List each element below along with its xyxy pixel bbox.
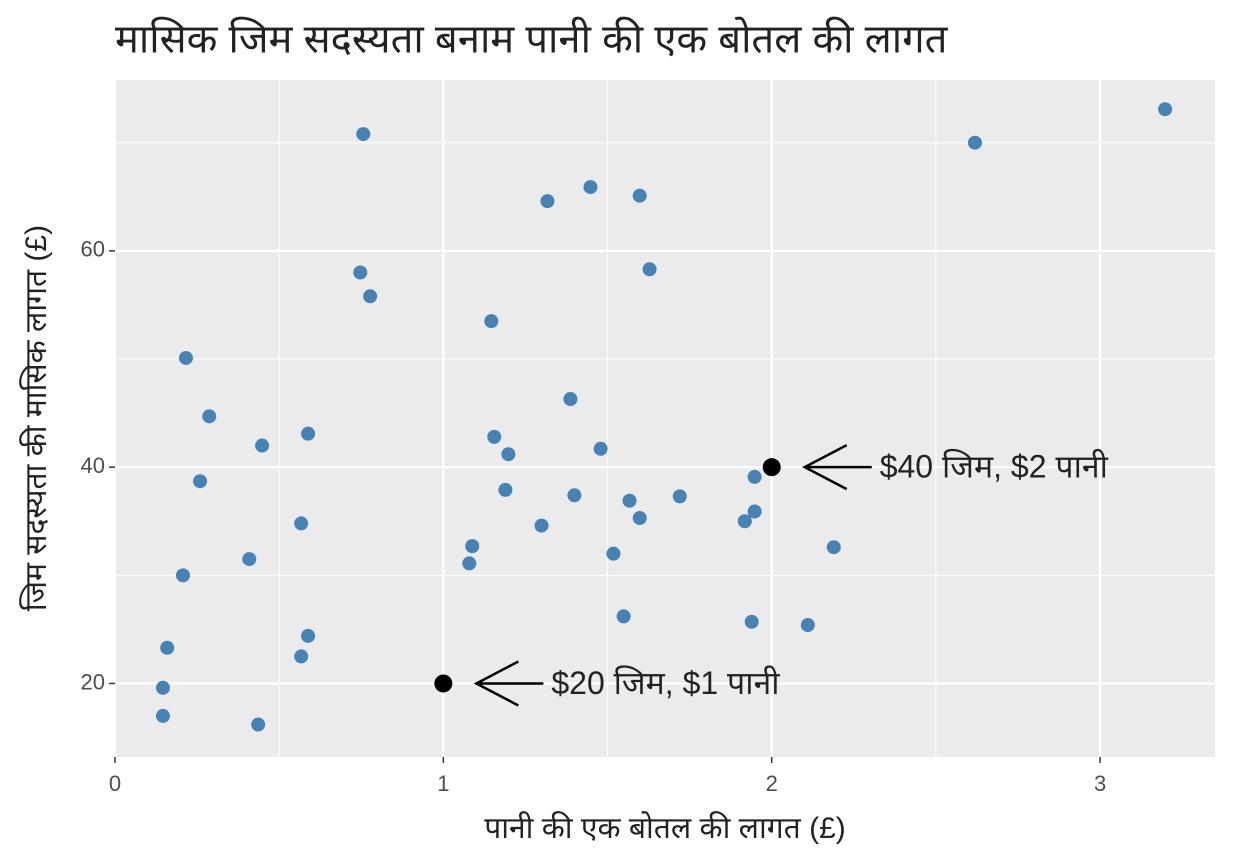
x-axis-label: पानी की एक बोतल की लागत (£): [484, 811, 846, 845]
point: [363, 289, 378, 304]
point: [353, 265, 368, 280]
point: [501, 447, 516, 462]
y-tick-label: 20: [81, 669, 105, 694]
point: [534, 518, 549, 533]
point: [155, 708, 170, 723]
highlight-point: [762, 458, 781, 477]
plot-panel: [115, 80, 1215, 757]
annotation-arrow: [473, 660, 544, 707]
point: [1158, 102, 1173, 117]
point: [462, 556, 477, 571]
point: [294, 649, 309, 664]
point: [301, 426, 316, 441]
point: [356, 127, 371, 142]
chart-title: मासिक जिम सदस्यता बनाम पानी की एक बोतल क…: [115, 17, 949, 62]
y-tick-label: 60: [81, 237, 105, 262]
point: [563, 392, 578, 407]
annotation-label: $40 जिम, $2 पानी: [880, 449, 1109, 485]
point: [498, 482, 513, 497]
point: [747, 469, 762, 484]
point: [178, 350, 193, 365]
point: [632, 510, 647, 525]
point: [622, 493, 637, 508]
point: [642, 262, 657, 277]
x-tick-label: 3: [1094, 771, 1106, 796]
point: [251, 717, 266, 732]
point: [175, 568, 190, 583]
x-tick-label: 0: [109, 771, 121, 796]
point: [583, 180, 598, 195]
point: [160, 640, 175, 655]
y-axis-label: जिम सदस्यता की मासिक लागत (£): [19, 225, 53, 611]
point: [593, 441, 608, 456]
point: [155, 680, 170, 695]
point: [747, 504, 762, 519]
annotation-arrow: [802, 444, 872, 491]
point: [632, 188, 647, 203]
point: [737, 514, 752, 529]
highlight-point: [434, 674, 453, 693]
point: [616, 609, 631, 624]
point: [294, 516, 309, 531]
annotation-label: $20 जिम, $1 पानी: [551, 665, 780, 701]
point: [967, 135, 982, 150]
point: [672, 489, 687, 504]
point: [800, 618, 815, 633]
point: [465, 539, 480, 554]
point: [193, 474, 208, 489]
x-tick-label: 1: [437, 771, 449, 796]
point: [255, 438, 270, 453]
point: [744, 614, 759, 629]
point: [202, 409, 217, 424]
y-tick-label: 40: [81, 453, 105, 478]
point: [484, 314, 499, 329]
point: [487, 429, 502, 444]
x-tick-label: 2: [766, 771, 778, 796]
point: [301, 628, 316, 643]
point: [606, 546, 621, 561]
point: [567, 488, 582, 503]
point: [242, 552, 257, 567]
point: [826, 540, 841, 555]
point: [540, 194, 555, 209]
